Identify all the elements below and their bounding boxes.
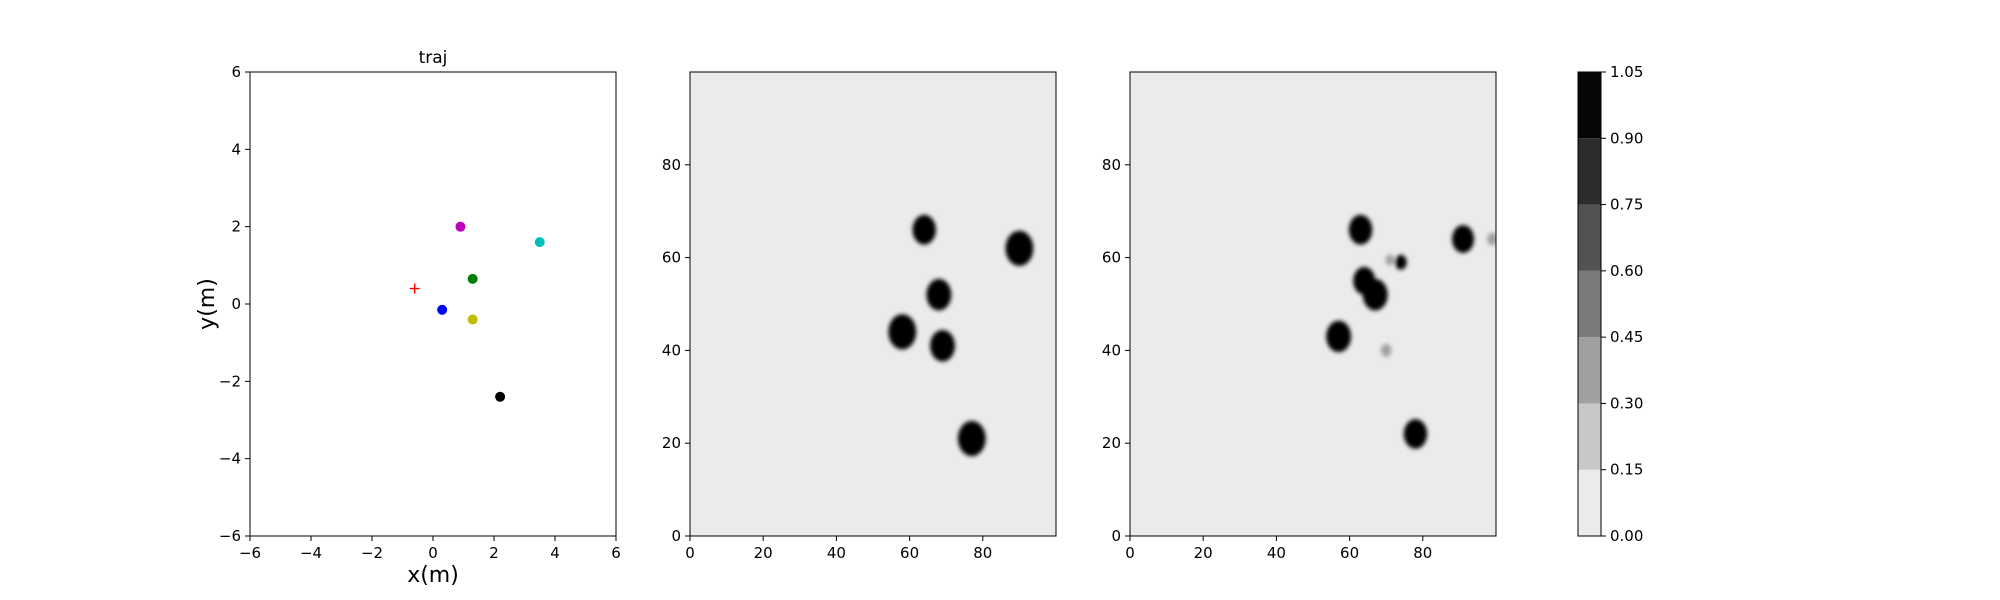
colorbar-frame — [1577, 71, 1602, 537]
x-tick-label: 80 — [1413, 544, 1432, 562]
colorbar: 0.00 0.15 0.30 0.45 0.60 0.75 0.90 1.05 — [1577, 63, 1643, 545]
heatmap-blob — [1487, 232, 1496, 246]
traj-point — [495, 391, 506, 402]
x-tick-label: −4 — [300, 544, 322, 562]
colorbar-band — [1578, 469, 1601, 536]
heatmap-1-blobs — [888, 214, 1034, 457]
heatmap-panel-2: 0 20 40 60 80 0 20 40 60 80 — [1102, 71, 1497, 562]
x-tick-label: 40 — [827, 544, 846, 562]
colorbar-tick-label: 0.45 — [1610, 328, 1643, 346]
colorbar-band — [1578, 138, 1601, 205]
x-tick-label: 60 — [1340, 544, 1359, 562]
heatmap-1-axes-frame — [689, 71, 1057, 537]
colorbar-ticks: 0.00 0.15 0.30 0.45 0.60 0.75 0.90 1.05 — [1601, 63, 1643, 545]
traj-panel: traj −6 −4 −2 0 2 4 6 −6 −4 −2 0 2 4 6 x(m) y(m) — [195, 48, 621, 588]
y-tick-label: 20 — [662, 434, 681, 452]
heatmap-blob — [1362, 278, 1388, 311]
traj-x-axis-label: x(m) — [407, 563, 459, 588]
heatmap-1-x-ticks: 0 20 40 60 80 — [685, 536, 992, 562]
x-tick-label: 2 — [489, 544, 499, 562]
heatmap-2-blobs — [1326, 214, 1496, 449]
heatmap-panel-1: 0 20 40 60 80 0 20 40 60 80 — [662, 71, 1057, 562]
colorbar-tick-label: 0.60 — [1610, 262, 1643, 280]
y-tick-label: 0 — [671, 527, 681, 545]
x-tick-label: −2 — [361, 544, 383, 562]
heatmap-blob — [888, 314, 917, 350]
traj-x-ticks: −6 −4 −2 0 2 4 6 — [239, 536, 621, 562]
heatmap-blob — [1403, 419, 1428, 449]
traj-point — [455, 221, 466, 232]
colorbar-tick-label: 1.05 — [1610, 63, 1643, 81]
y-tick-label: 2 — [231, 218, 241, 236]
heatmap-blob — [926, 278, 952, 311]
colorbar-band — [1578, 403, 1601, 470]
x-tick-label: 0 — [685, 544, 695, 562]
traj-point — [467, 314, 478, 325]
y-tick-label: 60 — [1102, 249, 1121, 267]
heatmap-blob — [1005, 230, 1034, 266]
x-tick-label: 4 — [550, 544, 560, 562]
traj-axes-frame — [249, 71, 617, 537]
y-tick-label: 80 — [662, 156, 681, 174]
colorbar-tick-label: 0.15 — [1610, 461, 1643, 479]
traj-point — [534, 237, 545, 248]
heatmap-2-background — [1130, 72, 1496, 536]
x-tick-label: −6 — [239, 544, 261, 562]
traj-point-plus — [409, 283, 420, 294]
heatmap-blob — [1381, 343, 1392, 357]
colorbar-band — [1578, 204, 1601, 271]
traj-point — [437, 304, 448, 315]
y-tick-label: 40 — [1102, 341, 1121, 359]
heatmap-2-x-ticks: 0 20 40 60 80 — [1125, 536, 1432, 562]
heatmap-1-background — [690, 72, 1056, 536]
x-tick-label: 40 — [1267, 544, 1286, 562]
heatmap-blob — [912, 214, 936, 245]
heatmap-blob — [1394, 254, 1407, 270]
colorbar-tick-label: 0.90 — [1610, 129, 1643, 147]
y-tick-label: 60 — [662, 249, 681, 267]
y-tick-label: 4 — [231, 140, 241, 158]
colorbar-bands — [1578, 72, 1601, 536]
x-tick-label: 6 — [611, 544, 621, 562]
y-tick-label: 0 — [1111, 527, 1121, 545]
colorbar-tick-label: 0.00 — [1610, 527, 1643, 545]
colorbar-tick-label: 0.30 — [1610, 394, 1643, 412]
x-tick-label: 0 — [428, 544, 438, 562]
traj-points — [409, 221, 545, 402]
colorbar-band — [1578, 72, 1601, 139]
y-tick-label: 40 — [662, 341, 681, 359]
colorbar-tick-label: 0.75 — [1610, 196, 1643, 214]
heatmap-2-y-ticks: 0 20 40 60 80 — [1102, 156, 1130, 545]
x-tick-label: 20 — [754, 544, 773, 562]
traj-y-ticks: −6 −4 −2 0 2 4 6 — [219, 63, 250, 545]
heatmap-blob — [1452, 225, 1475, 253]
y-tick-label: −4 — [219, 450, 241, 468]
x-tick-label: 60 — [900, 544, 919, 562]
x-tick-label: 0 — [1125, 544, 1135, 562]
y-tick-label: 6 — [231, 63, 241, 81]
y-tick-label: −2 — [219, 372, 241, 390]
heatmap-blob — [957, 420, 986, 457]
colorbar-band — [1578, 270, 1601, 338]
y-tick-label: 0 — [231, 295, 241, 313]
y-tick-label: 80 — [1102, 156, 1121, 174]
traj-point — [467, 273, 478, 284]
heatmap-blob — [1348, 214, 1373, 245]
y-tick-label: 20 — [1102, 434, 1121, 452]
heatmap-blob — [930, 329, 955, 362]
x-tick-label: 20 — [1194, 544, 1213, 562]
heatmap-blob — [1385, 254, 1395, 266]
traj-title: traj — [419, 48, 448, 68]
heatmap-blob — [1326, 320, 1352, 353]
y-tick-label: −6 — [219, 527, 241, 545]
x-tick-label: 80 — [973, 544, 992, 562]
heatmap-1-y-ticks: 0 20 40 60 80 — [662, 156, 690, 545]
colorbar-band — [1578, 337, 1601, 404]
heatmap-2-axes-frame — [1129, 71, 1497, 537]
traj-y-axis-label: y(m) — [195, 278, 220, 330]
